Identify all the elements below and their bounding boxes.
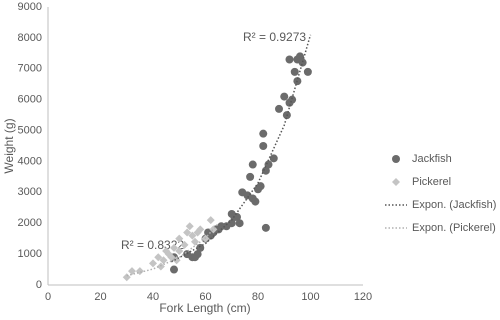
data-point xyxy=(259,142,268,150)
legend-label: Expon. (Pickerel) xyxy=(412,222,496,234)
y-tick-label: 0 xyxy=(36,279,42,291)
data-point xyxy=(170,243,178,252)
data-point xyxy=(261,166,270,175)
data-point xyxy=(149,259,157,268)
data-point xyxy=(261,223,270,232)
y-tick-label: 9000 xyxy=(18,1,42,13)
data-point xyxy=(196,225,205,234)
data-point xyxy=(185,222,194,231)
x-tick-label: 80 xyxy=(252,291,264,303)
data-point xyxy=(188,231,197,240)
y-tick-label: 1000 xyxy=(18,248,42,260)
data-point xyxy=(296,52,304,61)
legend-label: Expon. (Jackfish) xyxy=(412,199,496,211)
data-point xyxy=(135,267,144,276)
data-point xyxy=(167,253,176,262)
y-tick-label: 2000 xyxy=(18,217,42,229)
x-tick-label: 0 xyxy=(45,291,51,303)
data-point xyxy=(298,58,307,67)
data-point xyxy=(196,243,205,252)
y-tick-label: 8000 xyxy=(18,32,42,44)
data-point xyxy=(156,262,165,271)
data-point xyxy=(193,250,202,259)
r2-label: R² = 0.8322 xyxy=(121,238,184,252)
data-point xyxy=(170,265,178,274)
x-axis-label: Fork Length (cm) xyxy=(159,301,250,315)
y-tick-label: 6000 xyxy=(18,94,42,106)
data-point xyxy=(246,172,255,181)
data-point xyxy=(285,55,294,64)
x-tick-label: 100 xyxy=(301,291,319,303)
trendline xyxy=(171,34,312,263)
data-point xyxy=(275,104,283,113)
data-point xyxy=(175,247,184,256)
data-point xyxy=(180,240,189,249)
y-tick-label: 4000 xyxy=(18,155,42,167)
data-point xyxy=(248,160,257,169)
y-tick-label: 3000 xyxy=(18,186,42,198)
data-point xyxy=(290,67,299,76)
data-point xyxy=(159,256,168,265)
data-point xyxy=(259,129,268,138)
x-tick-label: 120 xyxy=(354,291,372,303)
data-point xyxy=(269,154,278,163)
legend-marker xyxy=(392,155,400,163)
data-point xyxy=(280,92,289,101)
data-point xyxy=(128,267,136,276)
data-point xyxy=(288,95,297,104)
data-point xyxy=(206,216,215,225)
x-tick-label: 40 xyxy=(147,291,159,303)
x-tick-label: 60 xyxy=(199,291,211,303)
data-point xyxy=(154,253,163,262)
data-point xyxy=(303,67,312,76)
data-point xyxy=(251,197,260,206)
trendline xyxy=(126,222,220,277)
legend-marker xyxy=(392,178,400,186)
data-point xyxy=(227,219,236,228)
legend-label: Jackfish xyxy=(412,153,452,165)
data-point xyxy=(122,273,131,282)
y-axis-label: Weight (g) xyxy=(2,118,16,173)
x-tick-label: 20 xyxy=(94,291,106,303)
data-point xyxy=(256,182,265,191)
data-point xyxy=(235,219,244,228)
data-point xyxy=(233,213,241,222)
legend-label: Pickerel xyxy=(412,176,451,188)
data-point xyxy=(183,228,192,237)
y-tick-label: 7000 xyxy=(18,63,42,75)
data-point xyxy=(175,234,184,243)
r2-label: R² = 0.9273 xyxy=(243,30,306,44)
y-tick-label: 5000 xyxy=(18,124,42,136)
